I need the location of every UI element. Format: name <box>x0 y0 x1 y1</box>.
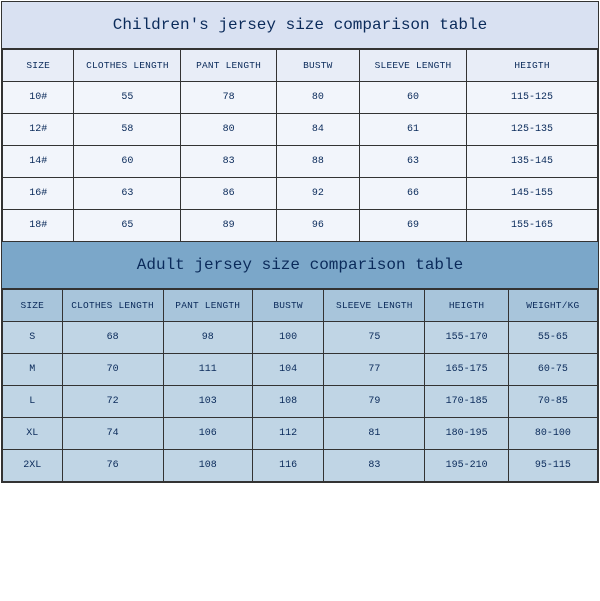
col-size: SIZE <box>3 290 63 322</box>
adult-tbody: S 68 98 100 75 155-170 55-65 M 70 111 10… <box>3 322 598 482</box>
cell: 75 <box>324 322 425 354</box>
cell: S <box>3 322 63 354</box>
cell: 155-165 <box>467 210 598 242</box>
cell: 60-75 <box>508 354 597 386</box>
cell: 80 <box>276 82 359 114</box>
table-row: 14# 60 83 88 63 135-145 <box>3 146 598 178</box>
table-row: 10# 55 78 80 60 115-125 <box>3 82 598 114</box>
table-row: S 68 98 100 75 155-170 55-65 <box>3 322 598 354</box>
children-table: SIZE CLOTHES LENGTH PANT LENGTH BUSTW SL… <box>2 49 598 242</box>
cell: 55 <box>74 82 181 114</box>
cell: 72 <box>62 386 163 418</box>
cell: 165-175 <box>425 354 508 386</box>
cell: 2XL <box>3 450 63 482</box>
cell: 61 <box>359 114 466 146</box>
col-pant-length: PANT LENGTH <box>181 50 276 82</box>
cell: 63 <box>359 146 466 178</box>
cell: 180-195 <box>425 418 508 450</box>
adult-table-section: Adult jersey size comparison table SIZE … <box>2 242 598 482</box>
cell: 14# <box>3 146 74 178</box>
cell: 135-145 <box>467 146 598 178</box>
cell: 104 <box>252 354 323 386</box>
col-height: HEIGTH <box>425 290 508 322</box>
adult-header-row: SIZE CLOTHES LENGTH PANT LENGTH BUSTW SL… <box>3 290 598 322</box>
cell: 81 <box>324 418 425 450</box>
cell: 80 <box>181 114 276 146</box>
table-row: L 72 103 108 79 170-185 70-85 <box>3 386 598 418</box>
col-weight: WEIGHT/KG <box>508 290 597 322</box>
cell: 10# <box>3 82 74 114</box>
cell: 100 <box>252 322 323 354</box>
cell: 115-125 <box>467 82 598 114</box>
cell: 155-170 <box>425 322 508 354</box>
cell: 68 <box>62 322 163 354</box>
cell: 16# <box>3 178 74 210</box>
col-sleeve-length: SLEEVE LENGTH <box>324 290 425 322</box>
cell: L <box>3 386 63 418</box>
col-bustw: BUSTW <box>252 290 323 322</box>
cell: 65 <box>74 210 181 242</box>
cell: 78 <box>181 82 276 114</box>
cell: 92 <box>276 178 359 210</box>
adult-table: SIZE CLOTHES LENGTH PANT LENGTH BUSTW SL… <box>2 289 598 482</box>
col-pant-length: PANT LENGTH <box>163 290 252 322</box>
cell: 111 <box>163 354 252 386</box>
cell: M <box>3 354 63 386</box>
cell: 60 <box>359 82 466 114</box>
cell: 55-65 <box>508 322 597 354</box>
cell: 95-115 <box>508 450 597 482</box>
table-row: 12# 58 80 84 61 125-135 <box>3 114 598 146</box>
cell: 63 <box>74 178 181 210</box>
cell: 84 <box>276 114 359 146</box>
cell: 89 <box>181 210 276 242</box>
cell: 88 <box>276 146 359 178</box>
cell: 66 <box>359 178 466 210</box>
table-row: 18# 65 89 96 69 155-165 <box>3 210 598 242</box>
cell: XL <box>3 418 63 450</box>
col-clothes-length: CLOTHES LENGTH <box>74 50 181 82</box>
cell: 108 <box>252 386 323 418</box>
cell: 125-135 <box>467 114 598 146</box>
cell: 80-100 <box>508 418 597 450</box>
cell: 83 <box>181 146 276 178</box>
cell: 116 <box>252 450 323 482</box>
cell: 69 <box>359 210 466 242</box>
cell: 108 <box>163 450 252 482</box>
children-title: Children's jersey size comparison table <box>2 2 598 49</box>
cell: 83 <box>324 450 425 482</box>
cell: 58 <box>74 114 181 146</box>
cell: 74 <box>62 418 163 450</box>
col-clothes-length: CLOTHES LENGTH <box>62 290 163 322</box>
cell: 70-85 <box>508 386 597 418</box>
cell: 195-210 <box>425 450 508 482</box>
children-tbody: 10# 55 78 80 60 115-125 12# 58 80 84 61 … <box>3 82 598 242</box>
cell: 86 <box>181 178 276 210</box>
cell: 112 <box>252 418 323 450</box>
cell: 76 <box>62 450 163 482</box>
col-size: SIZE <box>3 50 74 82</box>
cell: 145-155 <box>467 178 598 210</box>
table-row: M 70 111 104 77 165-175 60-75 <box>3 354 598 386</box>
cell: 103 <box>163 386 252 418</box>
cell: 98 <box>163 322 252 354</box>
adult-title: Adult jersey size comparison table <box>2 242 598 289</box>
size-chart-container: Children's jersey size comparison table … <box>1 1 599 483</box>
table-row: 2XL 76 108 116 83 195-210 95-115 <box>3 450 598 482</box>
cell: 106 <box>163 418 252 450</box>
children-table-section: Children's jersey size comparison table … <box>2 2 598 242</box>
cell: 60 <box>74 146 181 178</box>
children-header-row: SIZE CLOTHES LENGTH PANT LENGTH BUSTW SL… <box>3 50 598 82</box>
cell: 79 <box>324 386 425 418</box>
cell: 96 <box>276 210 359 242</box>
cell: 77 <box>324 354 425 386</box>
cell: 18# <box>3 210 74 242</box>
col-height: HEIGTH <box>467 50 598 82</box>
col-sleeve-length: SLEEVE LENGTH <box>359 50 466 82</box>
cell: 170-185 <box>425 386 508 418</box>
cell: 12# <box>3 114 74 146</box>
table-row: XL 74 106 112 81 180-195 80-100 <box>3 418 598 450</box>
table-row: 16# 63 86 92 66 145-155 <box>3 178 598 210</box>
col-bustw: BUSTW <box>276 50 359 82</box>
cell: 70 <box>62 354 163 386</box>
